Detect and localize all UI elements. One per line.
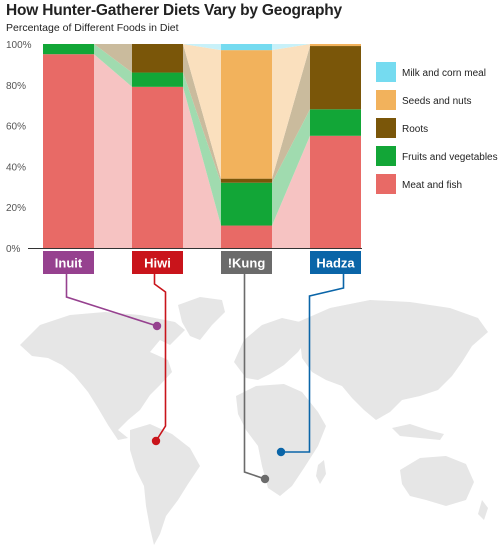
y-tick-label: 80% bbox=[6, 81, 26, 92]
category-label-kung: !Kung bbox=[228, 256, 266, 271]
leader-line-inuit bbox=[65, 274, 158, 327]
legend-swatch-fruits-and-vegetables bbox=[376, 146, 396, 166]
location-dot-hiwi bbox=[151, 436, 161, 446]
y-tick-label: 60% bbox=[6, 122, 26, 133]
ribbon-seeds-and-nuts-2 bbox=[183, 44, 221, 179]
ribbon-meat-and-fish-2 bbox=[183, 86, 221, 248]
legend-label-seeds-and-nuts: Seeds and nuts bbox=[402, 96, 472, 107]
ribbon-fruits-and-vegetables-1 bbox=[94, 44, 132, 87]
category-label-box-hiwi bbox=[132, 251, 183, 274]
legend-swatch-meat-and-fish bbox=[376, 174, 396, 194]
map-madagascar bbox=[316, 460, 326, 484]
ribbon-fruits-and-vegetables-3 bbox=[272, 109, 310, 226]
ribbon-milk-and-corn-meal-2 bbox=[183, 44, 221, 51]
legend-label-meat-and-fish: Meat and fish bbox=[402, 180, 462, 191]
bar-kung-meat-and-fish bbox=[221, 225, 272, 248]
bar-hiwi-fruits-and-vegetables bbox=[132, 72, 183, 87]
chart-title: How Hunter-Gatherer Diets Vary by Geogra… bbox=[6, 2, 342, 19]
ribbon-roots-2 bbox=[183, 44, 221, 183]
legend-label-fruits-and-vegetables: Fruits and vegetables bbox=[402, 152, 498, 163]
ribbon-roots-3 bbox=[272, 46, 310, 183]
category-label-inuit: Inuit bbox=[55, 256, 83, 271]
y-tick-label: 0% bbox=[6, 244, 21, 255]
bar-hadza-roots bbox=[310, 46, 361, 110]
map-africa bbox=[236, 384, 326, 496]
bar-hadza-fruits-and-vegetables bbox=[310, 109, 361, 136]
leader-line-hiwi bbox=[153, 274, 167, 442]
category-label-hadza: Hadza bbox=[316, 256, 355, 271]
map-south-america bbox=[130, 424, 200, 545]
ribbon-meat-and-fish-3 bbox=[272, 135, 310, 248]
world-map bbox=[20, 297, 488, 545]
bar-hadza-meat-and-fish bbox=[310, 135, 361, 248]
bar-inuit-fruits-and-vegetables bbox=[43, 44, 94, 55]
legend-swatch-roots bbox=[376, 118, 396, 138]
bar-hiwi-roots bbox=[132, 44, 183, 73]
legend-label-roots: Roots bbox=[402, 124, 428, 135]
bar-kung-seeds-and-nuts bbox=[221, 50, 272, 179]
chart-subtitle: Percentage of Different Foods in Diet bbox=[6, 22, 179, 34]
map-indonesia bbox=[392, 424, 444, 440]
ribbon-roots-1 bbox=[94, 44, 132, 73]
map-north-america bbox=[20, 312, 185, 440]
map-australia bbox=[400, 456, 474, 506]
bar-inuit-meat-and-fish bbox=[43, 54, 94, 249]
bar-hiwi-meat-and-fish bbox=[132, 86, 183, 248]
y-tick-label: 100% bbox=[6, 40, 32, 51]
bar-kung-milk-and-corn-meal bbox=[221, 44, 272, 51]
ribbon-seeds-and-nuts-3 bbox=[272, 44, 310, 179]
map-europe bbox=[234, 318, 308, 380]
map-new-zealand bbox=[478, 500, 488, 520]
category-label-box-kung bbox=[221, 251, 272, 274]
ribbon-milk-and-corn-meal-3 bbox=[272, 44, 310, 51]
leader-line-kung bbox=[243, 274, 266, 480]
y-tick-label: 40% bbox=[6, 162, 26, 173]
category-label-hiwi: Hiwi bbox=[144, 256, 171, 271]
y-tick-label: 20% bbox=[6, 203, 26, 214]
category-label-box-inuit bbox=[43, 251, 94, 274]
legend-swatch-milk-and-corn-meal bbox=[376, 62, 396, 82]
leader-line-hadza bbox=[281, 274, 345, 453]
legend-label-milk-and-corn-meal: Milk and corn meal bbox=[402, 68, 486, 79]
location-dot-inuit bbox=[152, 321, 162, 331]
bar-hadza-seeds-and-nuts bbox=[310, 44, 361, 47]
ribbon-meat-and-fish-1 bbox=[94, 54, 132, 249]
bar-kung-roots bbox=[221, 178, 272, 183]
legend-swatch-seeds-and-nuts bbox=[376, 90, 396, 110]
bar-kung-fruits-and-vegetables bbox=[221, 182, 272, 226]
location-dot-kung bbox=[260, 474, 270, 484]
map-asia bbox=[298, 300, 488, 420]
location-dot-hadza bbox=[276, 447, 286, 457]
category-label-box-hadza bbox=[310, 251, 361, 274]
ribbon-fruits-and-vegetables-2 bbox=[183, 72, 221, 226]
map-greenland bbox=[178, 297, 225, 340]
